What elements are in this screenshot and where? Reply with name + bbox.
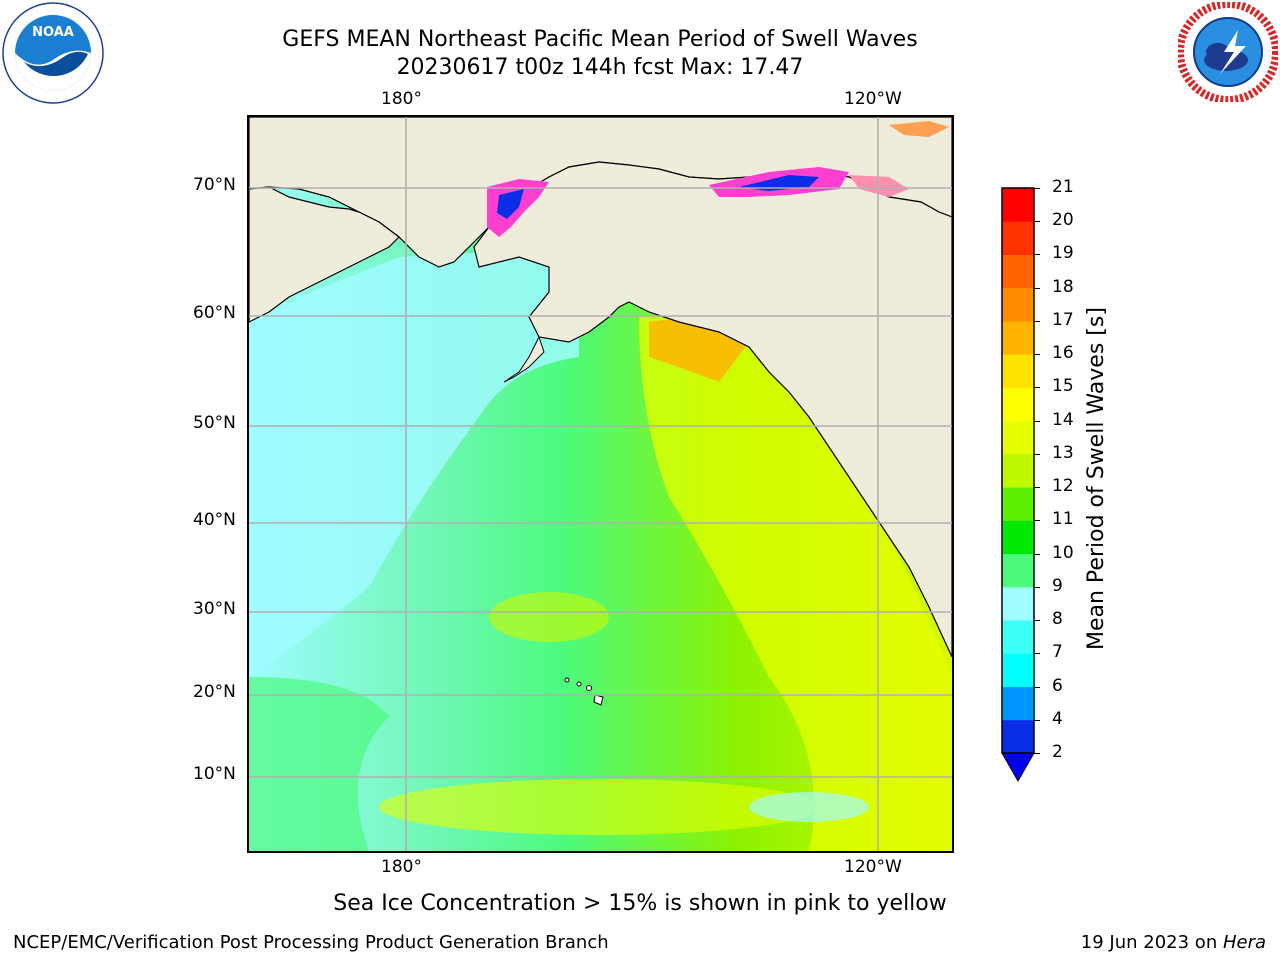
sea-ice-note: Sea Ice Concentration > 15% is shown in … (333, 891, 947, 916)
colorbar-tick-mark (1034, 520, 1040, 522)
lon-label-bottom-120w: 120°W (844, 857, 902, 877)
sea-ice-chukchi-core (497, 189, 524, 219)
colorbar-segment (1002, 653, 1034, 688)
southeast-short-period (749, 792, 869, 822)
colorbar-tick-label: 9 (1052, 575, 1063, 596)
colorbar-tick-mark (1034, 354, 1040, 356)
colorbar-tick-mark (1034, 553, 1040, 555)
mid-period-region (249, 677, 389, 851)
long-period-region (639, 315, 952, 851)
lon-label-top-180: 180° (381, 89, 422, 109)
colorbar-extend-arrow (1001, 752, 1035, 783)
colorbar-tick-label: 14 (1052, 409, 1074, 430)
alaska-peninsula (503, 335, 545, 383)
colorbar-tick-label: 4 (1052, 708, 1063, 729)
colorbar-tick-label: 12 (1052, 476, 1074, 497)
colorbar-tick-label: 7 (1052, 642, 1063, 663)
sea-ice-beaufort-core (739, 175, 819, 191)
colorbar-segment (1002, 520, 1034, 555)
colorbar-label-text: Mean Period of Swell Waves [s] (1084, 307, 1109, 650)
map-canvas (249, 117, 952, 851)
colorbar-segment (1002, 221, 1034, 255)
colorbar-tick-mark (1034, 653, 1040, 655)
page-title: GEFS MEAN Northeast Pacific Mean Period … (282, 27, 918, 52)
colorbar-segment (1002, 586, 1034, 621)
map-panel (247, 115, 954, 853)
colorbar-outline (1001, 187, 1035, 754)
alaska-canada-land (473, 161, 952, 658)
colorbar-tick-label: 16 (1052, 343, 1074, 364)
lat-label-70n: 70°N (193, 175, 236, 195)
colorbar-tick-label: 17 (1052, 309, 1074, 330)
colorbar-tick-mark (1034, 287, 1040, 289)
colorbar-ticks: 2 4 6 7 8 9 10 11 12 13 14 15 16 17 18 19 20 21 (1034, 0, 1092, 960)
colorbar-segment (1002, 719, 1034, 754)
southern-swell-band (379, 779, 819, 835)
colorbar-tick-mark (1034, 686, 1040, 688)
lat-label-50n: 50°N (193, 413, 236, 433)
lat-label-20n: 20°N (193, 682, 236, 702)
colorbar-tick-mark (1034, 487, 1040, 489)
colorbar-tick-label: 18 (1052, 276, 1074, 297)
page-subtitle: 20230617 t00z 144h fcst Max: 17.47 (396, 55, 804, 80)
short-period-region (249, 247, 579, 677)
colorbar-segment (1002, 553, 1034, 588)
colorbar-tick-label: 8 (1052, 609, 1063, 630)
colorbar-tick-mark (1034, 620, 1040, 622)
colorbar-segment (1002, 354, 1034, 388)
colorbar-tick-mark (1034, 586, 1040, 588)
colorbar-tick-label: 15 (1052, 376, 1074, 397)
footer-left: NCEP/EMC/Verification Post Processing Pr… (13, 932, 609, 953)
colorbar-tick-mark (1034, 188, 1040, 189)
lon-label-top-120w: 120°W (844, 89, 902, 109)
colorbar-segment (1002, 420, 1034, 455)
lat-label-60n: 60°N (193, 303, 236, 323)
colorbar-tick-mark (1034, 254, 1040, 256)
colorbar-segment (1002, 686, 1034, 721)
colorbar-tick-label: 11 (1052, 509, 1074, 530)
colorbar-segment (1002, 620, 1034, 654)
central-swell-patch (489, 592, 609, 642)
footer-date: 19 Jun 2023 on (1080, 932, 1223, 953)
lon-label-bottom-180: 180° (381, 857, 422, 877)
graticule (249, 117, 952, 851)
sea-ice-east (849, 175, 909, 197)
footer-host: Hera (1222, 932, 1266, 953)
colorbar (1001, 187, 1035, 783)
colorbar-tick-label: 19 (1052, 243, 1074, 264)
colorbar-tick-label: 21 (1052, 177, 1074, 197)
lat-label-10n: 10°N (193, 764, 236, 784)
colorbar-tick-mark (1034, 719, 1040, 721)
siberia-land (249, 186, 400, 323)
colorbar-tick-mark (1034, 753, 1040, 754)
colorbar-tick-label: 13 (1052, 442, 1074, 463)
footer-right: 19 Jun 2023 on Hera (1081, 932, 1266, 953)
hawaii-islands (564, 677, 604, 706)
sea-ice-arctic-archipelago (889, 121, 949, 137)
colorbar-segment (1002, 453, 1034, 488)
colorbar-tick-mark (1034, 221, 1040, 223)
lat-label-40n: 40°N (193, 510, 236, 530)
colorbar-tick-label: 6 (1052, 675, 1063, 696)
lat-label-30n: 30°N (193, 599, 236, 619)
noaa-logo: NOAA (2, 2, 104, 104)
colorbar-svg (1001, 187, 1035, 783)
colorbar-tick-label: 10 (1052, 542, 1074, 563)
colorbar-segment (1002, 287, 1034, 322)
colorbar-segment (1002, 487, 1034, 521)
colorbar-segment (1002, 320, 1034, 355)
colorbar-tick-label: 20 (1052, 210, 1074, 231)
colorbar-tick-mark (1034, 320, 1040, 322)
colorbar-segment (1002, 188, 1034, 222)
colorbar-tick-mark (1034, 387, 1040, 389)
colorbar-tick-mark (1034, 420, 1040, 422)
nws-logo (1176, 0, 1280, 104)
noaa-logo-text: NOAA (32, 25, 74, 40)
colorbar-segment (1002, 254, 1034, 289)
colorbar-tick-mark (1034, 453, 1040, 455)
colorbar-segment (1002, 387, 1034, 422)
colorbar-tick-label: 2 (1052, 742, 1063, 762)
